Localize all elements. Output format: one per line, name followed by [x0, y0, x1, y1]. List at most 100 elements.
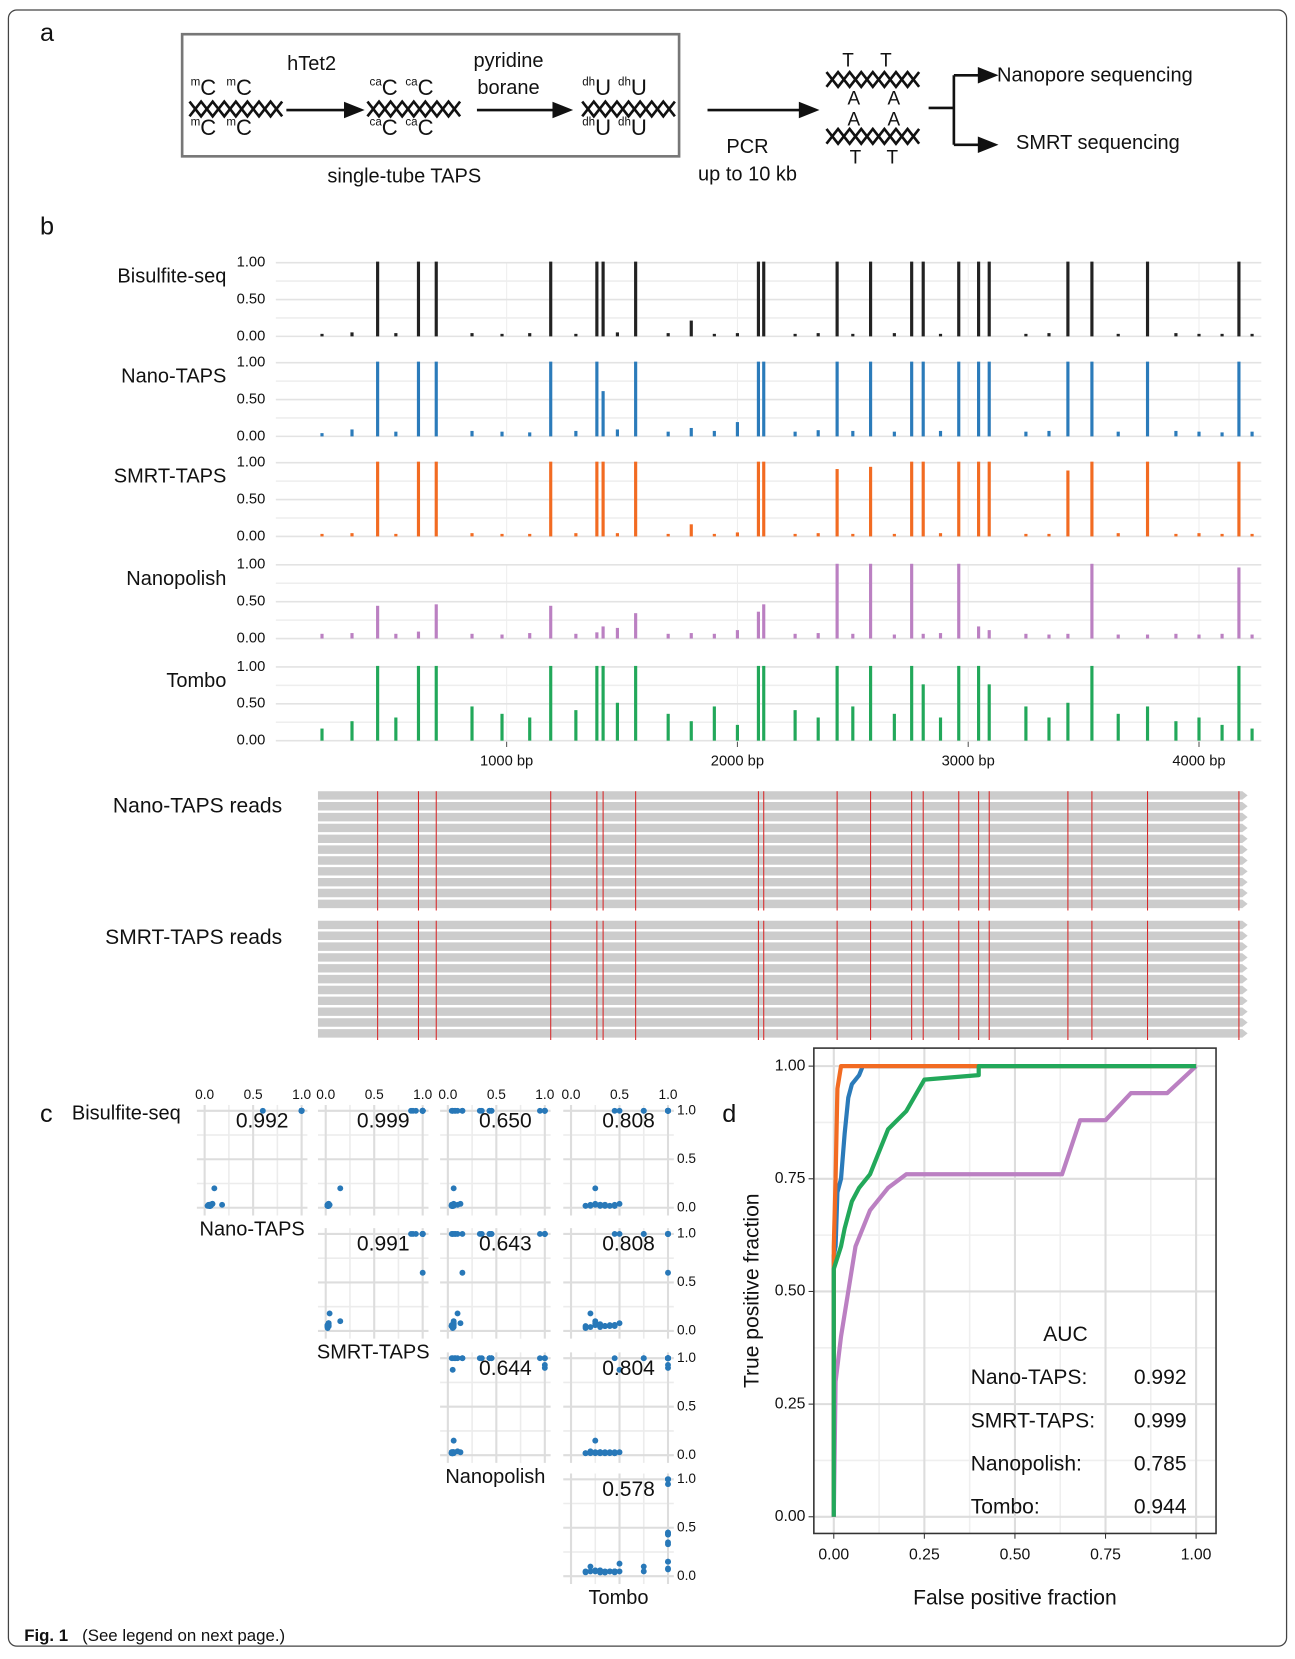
legend-value: 0.999	[1134, 1409, 1187, 1432]
scatter-point	[592, 1322, 599, 1329]
read-bar	[317, 834, 1248, 844]
bar	[851, 633, 855, 639]
bar	[957, 563, 961, 639]
scatter-point	[616, 1449, 623, 1456]
bar	[1250, 533, 1254, 537]
bar	[938, 430, 943, 437]
bar	[434, 604, 438, 639]
bar	[1250, 634, 1254, 639]
bar	[634, 461, 638, 537]
scatter-point	[450, 1185, 457, 1192]
bar	[394, 717, 398, 741]
x-tick-label: 0.25	[909, 1547, 940, 1564]
bar	[1197, 717, 1201, 741]
bar	[500, 713, 504, 741]
bar	[615, 627, 619, 639]
base-label: dhU	[618, 75, 647, 100]
base-label: mC	[191, 75, 217, 100]
bar	[987, 684, 991, 741]
bar	[528, 633, 532, 639]
track-label: Bisulfite-seq	[117, 266, 226, 288]
bar	[957, 461, 961, 537]
bar	[1066, 261, 1070, 337]
bar	[851, 533, 855, 537]
reads-label: SMRT-TAPS reads	[105, 926, 282, 949]
base-modification: m	[191, 77, 201, 89]
helix-strand	[825, 69, 921, 89]
read-bar	[317, 953, 1248, 962]
bar	[1047, 430, 1051, 437]
y-tick-label: 1.00	[237, 659, 266, 675]
read-bar	[317, 1029, 1248, 1038]
helix-strand	[825, 69, 921, 89]
scatter-point	[602, 1569, 608, 1576]
correlation-label: 0.644	[479, 1357, 532, 1380]
track-label: Nanopolish	[126, 568, 226, 590]
scatter-point	[592, 1185, 599, 1192]
bar	[549, 261, 553, 337]
bar	[977, 261, 981, 337]
bar	[689, 721, 693, 741]
helix-strand	[366, 99, 462, 119]
helix-strand	[188, 99, 284, 119]
scatter-point	[337, 1318, 344, 1325]
correlation-label: 0.643	[479, 1233, 532, 1256]
bar	[634, 261, 638, 337]
x-tick-label: 1.0	[413, 1087, 432, 1102]
x-tick-label: 1.00	[1181, 1547, 1212, 1564]
scatter-point	[448, 1450, 455, 1457]
scatter-point	[541, 1355, 548, 1362]
bar	[921, 461, 925, 537]
scatter-point	[597, 1569, 604, 1576]
base-letter: U	[595, 75, 611, 100]
read-bar	[317, 942, 1248, 951]
base-label: caC	[370, 75, 398, 100]
bar	[1145, 706, 1150, 741]
y-tick-label: 1.00	[237, 255, 266, 271]
scatter-point	[211, 1185, 218, 1192]
bar	[634, 361, 638, 437]
panel-label: c	[40, 1100, 53, 1128]
bar	[595, 632, 599, 639]
read-bar	[317, 920, 1248, 930]
bar	[1237, 461, 1241, 537]
correlation-label: 0.808	[602, 1109, 655, 1132]
bar	[977, 361, 981, 437]
bar	[712, 633, 716, 639]
read-bar	[317, 791, 1248, 800]
x-tick-label: 0.50	[1000, 1547, 1031, 1564]
bar	[574, 533, 578, 537]
y-tick-label: 1.0	[677, 1226, 696, 1241]
bar	[470, 706, 474, 741]
y-tick-label: 0.50	[237, 491, 266, 507]
y-tick-label: 1.0	[677, 1350, 696, 1365]
bar	[756, 261, 761, 337]
track-label: SMRT-TAPS	[114, 466, 227, 488]
y-tick-label: 0.75	[775, 1170, 806, 1187]
variable-label: Bisulfite-seq	[72, 1103, 181, 1125]
base-label: dhU	[618, 115, 647, 140]
scatter-point	[412, 1107, 419, 1114]
bar	[1237, 567, 1241, 639]
dna-helices	[188, 69, 921, 146]
scatter-point	[602, 1449, 608, 1456]
bar	[634, 665, 638, 741]
bar	[500, 333, 504, 337]
read-bar	[317, 802, 1248, 811]
scatter-point	[488, 1355, 495, 1362]
bar	[689, 427, 693, 437]
bar	[470, 533, 474, 537]
x-tick-label: 1.0	[535, 1087, 554, 1102]
bar	[816, 717, 820, 741]
bar	[528, 717, 532, 741]
bar	[712, 430, 716, 437]
scatter-point	[408, 1231, 415, 1237]
read-bar	[317, 1018, 1248, 1027]
bar	[394, 533, 398, 537]
bar	[793, 710, 797, 741]
y-tick-label: 0.00	[775, 1508, 806, 1525]
x-tick-label: 1.0	[658, 1087, 677, 1102]
bar	[689, 320, 693, 337]
bar	[1237, 261, 1241, 337]
